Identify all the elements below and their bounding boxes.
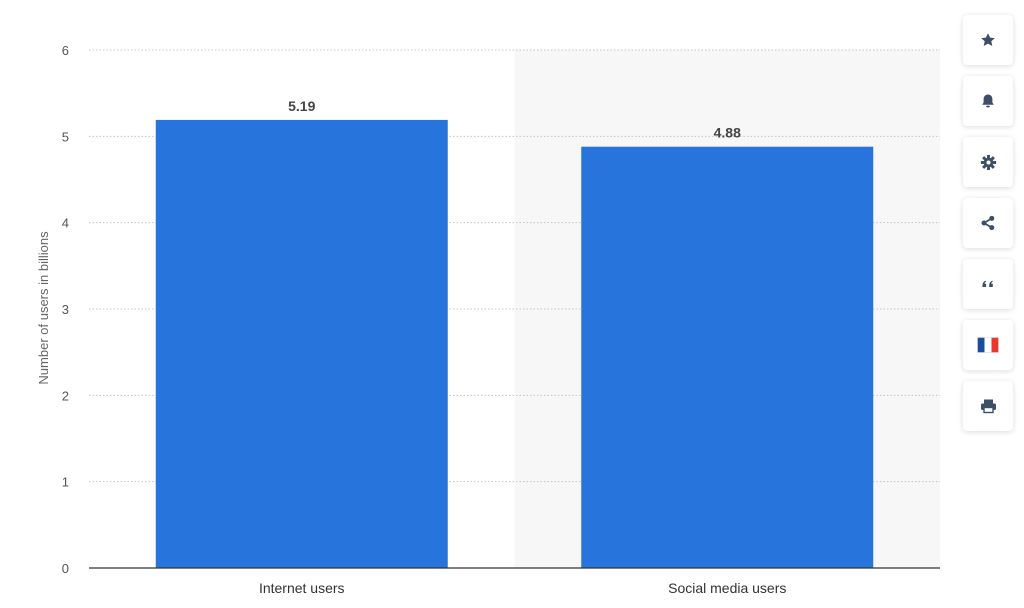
y-tick-label: 4 bbox=[62, 216, 69, 231]
share-button[interactable] bbox=[963, 198, 1013, 248]
bar-chart: 0 1 2 3 4 5 6 5.19 4.88 Internet users Social me… bbox=[36, 43, 940, 596]
value-labels: 5.19 4.88 bbox=[288, 98, 741, 141]
x-category-label: Social media users bbox=[668, 580, 786, 596]
y-tick-label: 5 bbox=[62, 129, 69, 144]
bar-value-label: 4.88 bbox=[714, 125, 741, 141]
y-tick-label: 0 bbox=[62, 561, 69, 576]
y-tick-label: 6 bbox=[62, 43, 69, 58]
y-axis-ticks: 0 1 2 3 4 5 6 bbox=[62, 43, 69, 576]
y-tick-label: 2 bbox=[62, 388, 69, 403]
share-icon bbox=[981, 215, 995, 231]
notification-button[interactable] bbox=[963, 76, 1013, 126]
y-axis-title: Number of users in billions bbox=[36, 231, 51, 385]
printer-icon bbox=[980, 399, 996, 414]
bars bbox=[155, 119, 874, 569]
x-category-label: Internet users bbox=[259, 580, 345, 596]
y-tick-label: 1 bbox=[62, 475, 69, 490]
x-axis-labels: Internet users Social media users bbox=[259, 580, 786, 596]
quote-icon bbox=[982, 280, 993, 287]
print-button[interactable] bbox=[963, 381, 1013, 431]
gear-icon bbox=[980, 154, 996, 170]
cite-button[interactable] bbox=[963, 259, 1013, 309]
language-button[interactable] bbox=[963, 320, 1013, 370]
bar-value-label: 5.19 bbox=[288, 98, 315, 114]
bar[interactable] bbox=[155, 119, 448, 569]
bar[interactable] bbox=[581, 146, 874, 568]
chart-toolbar bbox=[963, 15, 1013, 442]
french-flag-icon bbox=[977, 337, 999, 353]
settings-button[interactable] bbox=[963, 137, 1013, 187]
star-icon bbox=[981, 33, 995, 46]
bell-icon bbox=[982, 94, 994, 108]
y-tick-label: 3 bbox=[62, 302, 69, 317]
favorite-button[interactable] bbox=[963, 15, 1013, 65]
